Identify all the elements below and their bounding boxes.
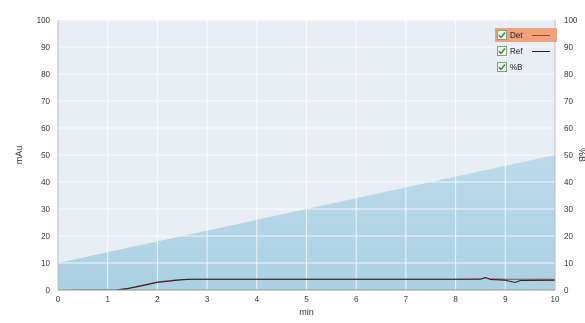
x-tick-label: 2 bbox=[155, 295, 160, 304]
legend-label: %B bbox=[510, 62, 523, 72]
x-tick-label: 0 bbox=[56, 295, 61, 304]
x-tick-label: 4 bbox=[255, 295, 260, 304]
y-tick-label: 0 bbox=[46, 286, 51, 295]
y-axis-title: mAu bbox=[14, 146, 24, 165]
x-axis-title: min bbox=[299, 307, 314, 317]
y-tick-label: 50 bbox=[41, 151, 50, 160]
y-tick-label: 40 bbox=[41, 178, 50, 187]
y2-axis-title: %B bbox=[577, 148, 585, 162]
y2-tick-label: 60 bbox=[564, 124, 573, 133]
y2-tick-label: 40 bbox=[564, 178, 573, 187]
y2-tick-label: 70 bbox=[564, 97, 573, 106]
x-tick-label: 1 bbox=[105, 295, 110, 304]
legend-line-swatch bbox=[532, 50, 550, 52]
y2-tick-label: 30 bbox=[564, 205, 573, 214]
checkbox-icon[interactable] bbox=[497, 30, 507, 40]
legend-label: Ref bbox=[510, 46, 523, 56]
legend-item-ref[interactable]: Ref bbox=[495, 44, 557, 58]
x-tick-label: 3 bbox=[205, 295, 210, 304]
checkbox-icon[interactable] bbox=[497, 46, 507, 56]
y-tick-label: 90 bbox=[41, 43, 50, 52]
x-tick-label: 7 bbox=[404, 295, 409, 304]
legend-item-det[interactable]: Det bbox=[495, 28, 557, 42]
y-tick-label: 70 bbox=[41, 97, 50, 106]
y2-tick-label: 80 bbox=[564, 70, 573, 79]
x-tick-label: 6 bbox=[354, 295, 359, 304]
legend: Det Ref %B bbox=[495, 28, 557, 76]
legend-item-percent-b[interactable]: %B bbox=[495, 60, 557, 74]
y2-tick-label: 20 bbox=[564, 232, 573, 241]
y-tick-label: 60 bbox=[41, 124, 50, 133]
legend-label: Det bbox=[510, 30, 523, 40]
x-tick-label: 10 bbox=[551, 295, 560, 304]
series-ref-line bbox=[57, 277, 556, 291]
y2-tick-label: 100 bbox=[564, 16, 578, 25]
y-tick-label: 100 bbox=[37, 16, 51, 25]
y-tick-label: 10 bbox=[41, 259, 50, 268]
checkbox-icon[interactable] bbox=[497, 62, 507, 72]
y-tick-label: 80 bbox=[41, 70, 50, 79]
x-tick-label: 5 bbox=[304, 295, 309, 304]
y2-tick-label: 50 bbox=[564, 151, 573, 160]
y-tick-label: 20 bbox=[41, 232, 50, 241]
x-tick-label: 9 bbox=[503, 295, 508, 304]
y2-tick-label: 90 bbox=[564, 43, 573, 52]
x-tick-label: 8 bbox=[453, 295, 458, 304]
legend-line-swatch bbox=[532, 34, 550, 36]
y-tick-label: 30 bbox=[41, 205, 50, 214]
y2-tick-label: 10 bbox=[564, 259, 573, 268]
y2-tick-label: 0 bbox=[564, 286, 569, 295]
